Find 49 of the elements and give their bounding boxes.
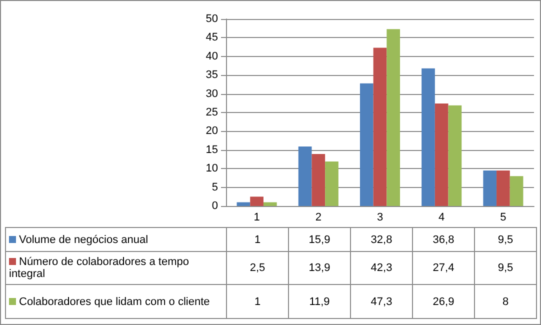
data-label: 36,8	[412, 228, 474, 252]
legend-label: Colaboradores que lidam com o cliente	[6, 284, 226, 318]
y-tick-label: 10	[206, 162, 218, 175]
x-tick-label: 1	[254, 212, 260, 224]
bar	[483, 170, 497, 206]
legend-label: Número de colaboradores a tempo integral	[6, 252, 226, 284]
bar	[360, 83, 374, 206]
x-tick-label: 4	[438, 212, 445, 224]
data-label: 15,9	[288, 228, 350, 252]
data-label: 13,9	[288, 252, 350, 284]
y-tick-label: 35	[206, 69, 218, 82]
data-label: 9,5	[474, 228, 536, 252]
legend-label: Volume de negócios anual	[6, 228, 226, 252]
data-label: 11,9	[288, 284, 350, 318]
x-tick-label: 5	[500, 212, 506, 224]
data-label: 26,9	[412, 284, 474, 318]
x-tick-label: 2	[315, 212, 322, 224]
bar	[250, 196, 264, 206]
y-tick-label: 20	[206, 125, 218, 138]
y-tick-label: 0	[212, 200, 218, 212]
bar	[510, 176, 524, 206]
bar	[312, 154, 326, 206]
bar	[422, 68, 435, 206]
bar	[386, 29, 400, 206]
bar	[448, 105, 462, 206]
y-tick-label: 5	[212, 181, 218, 194]
data-label: 1	[226, 284, 288, 318]
y-tick-label: 45	[206, 32, 218, 44]
bar	[263, 202, 277, 206]
data-label: 42,3	[350, 252, 412, 284]
bar	[434, 104, 448, 206]
y-tick-label: 50	[206, 13, 218, 25]
y-tick-label: 40	[206, 50, 218, 62]
data-label: 1	[226, 228, 288, 252]
y-tick-label: 15	[206, 144, 218, 156]
bar	[373, 48, 387, 206]
bar	[496, 170, 510, 206]
bar	[298, 146, 312, 206]
data-label: 32,8	[350, 228, 412, 252]
y-tick-label: 30	[206, 88, 218, 100]
x-tick-label: 3	[376, 212, 384, 224]
data-label: 9,5	[474, 252, 536, 284]
data-label: 47,3	[350, 284, 412, 318]
bar	[236, 202, 250, 206]
y-tick-label: 25	[206, 106, 218, 118]
bar	[325, 161, 338, 206]
data-label: 2,5	[226, 252, 288, 284]
data-label: 27,4	[412, 252, 474, 284]
data-label: 8	[474, 284, 536, 318]
